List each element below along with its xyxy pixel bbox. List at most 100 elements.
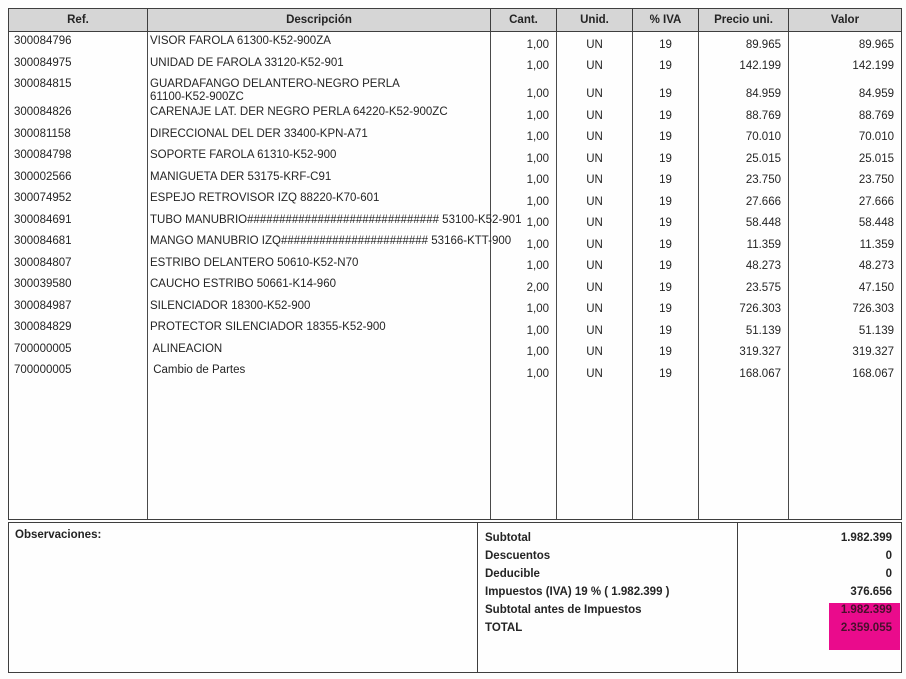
unit-cell: UN <box>557 275 633 297</box>
quantity-cell: 1,00 <box>491 189 557 211</box>
description-cell: ESTRIBO DELANTERO 50610-K52-N70 <box>148 253 491 275</box>
ref-cell: 700000005 <box>9 361 148 383</box>
description-cell: CAUCHO ESTRIBO 50661-K14-960 <box>148 275 491 297</box>
quantity-cell: 1,00 <box>491 318 557 340</box>
unit-price-cell: 168.067 <box>699 361 789 383</box>
ref-cell: 700000005 <box>9 339 148 361</box>
description-cell: DIRECCIONAL DEL DER 33400-KPN-A71 <box>148 124 491 146</box>
unit-price-cell: 25.015 <box>699 146 789 168</box>
description-cell: PROTECTOR SILENCIADOR 18355-K52-900 <box>148 318 491 340</box>
unit-cell: UN <box>557 53 633 75</box>
unit-cell: UN <box>557 232 633 254</box>
quantity-cell: 1,00 <box>491 103 557 125</box>
table-row: 300084807 ESTRIBO DELANTERO 50610-K52-N7… <box>9 253 901 275</box>
unit-cell: UN <box>557 189 633 211</box>
iva-cell: 19 <box>633 53 699 75</box>
table-row: 300084796 VISOR FAROLA 61300-K52-900ZA 1… <box>9 32 901 54</box>
table-row: 300039580 CAUCHO ESTRIBO 50661-K14-960 2… <box>9 275 901 297</box>
description-cell: MANIGUETA DER 53175-KRF-C91 <box>148 167 491 189</box>
summary-value: 2.359.055 <box>840 622 892 634</box>
quantity-cell: 1,00 <box>491 53 557 75</box>
empty-ref-column <box>9 382 148 519</box>
unit-price-cell: 58.448 <box>699 210 789 232</box>
value-cell: 27.666 <box>858 195 894 208</box>
unit-cell: UN <box>557 210 633 232</box>
empty-quantity-column <box>491 382 557 519</box>
summary-value: 0 <box>885 550 892 562</box>
table-header-cell: Unid. <box>557 9 633 31</box>
unit-price-cell: 27.666 <box>699 189 789 211</box>
table-row: 300084681 MANGO MANUBRIO IZQ############… <box>9 232 901 254</box>
quantity-cell: 1,00 <box>491 253 557 275</box>
quantity-cell: 2,00 <box>491 275 557 297</box>
unit-price-cell: 319.327 <box>699 339 789 361</box>
unit-price-cell: 142.199 <box>699 53 789 75</box>
description-cell: GUARDAFANGO DELANTERO-NEGRO PERLA 61100-… <box>148 75 491 103</box>
value-cell: 319.327 <box>852 346 894 358</box>
quantity-cell: 1,00 <box>491 339 557 361</box>
iva-cell: 19 <box>633 275 699 297</box>
quantity-cell: 1,00 <box>491 232 557 254</box>
iva-cell: 19 <box>633 167 699 189</box>
unit-cell: UN <box>557 146 633 168</box>
unit-price-cell: 726.303 <box>699 296 789 318</box>
table-header-cell: Cant. <box>491 9 557 31</box>
description-cell: UNIDAD DE FAROLA 33120-K52-901 <box>148 53 491 75</box>
iva-cell: 19 <box>633 253 699 275</box>
value-cell: 48.273 <box>858 260 894 272</box>
value-cell: 84.959 <box>858 88 894 100</box>
description-cell: TUBO MANUBRIO###########################… <box>148 210 521 232</box>
description-cell: SILENCIADOR 18300-K52-900 <box>148 296 491 318</box>
iva-cell: 19 <box>633 189 699 211</box>
value-cell: 142.199 <box>852 60 894 72</box>
summary-value: 0 <box>885 568 892 580</box>
table-header-row: Ref. Descripción Cant. Unid. % IVA Preci… <box>9 9 901 32</box>
ref-cell: 300002566 <box>9 167 148 189</box>
summary-values-list: 1.982.399 0 0 376.656 1.982.399 2.359.05… <box>738 529 901 637</box>
empty-description-column <box>148 382 491 519</box>
unit-price-cell: 88.769 <box>699 103 789 125</box>
table-header-cell: Ref. <box>9 9 148 31</box>
value-cell: 25.015 <box>858 152 894 165</box>
table-header-cell: Valor <box>830 14 860 26</box>
table-row: 300084975 UNIDAD DE FAROLA 33120-K52-901… <box>9 53 901 75</box>
value-cell: 726.303 <box>852 303 894 315</box>
table-row: 300084829 PROTECTOR SILENCIADOR 18355-K5… <box>9 318 901 340</box>
totals-summary-box: Observaciones: Subtotal Descuentos Deduc… <box>8 522 902 673</box>
table-row: 300002566 MANIGUETA DER 53175-KRF-C91 1,… <box>9 167 901 189</box>
iva-cell: 19 <box>633 210 699 232</box>
unit-price-cell: 51.139 <box>699 318 789 340</box>
ref-cell: 300084796 <box>9 32 148 54</box>
description-cell: CARENAJE LAT. DER NEGRO PERLA 64220-K52-… <box>148 103 491 125</box>
value-cell: 11.359 <box>859 238 894 251</box>
quantity-cell: 1,00 <box>491 296 557 318</box>
summary-label: Deducible <box>485 568 540 580</box>
iva-cell: 19 <box>633 339 699 361</box>
empty-iva-column <box>633 382 699 519</box>
summary-labels-column: Subtotal Descuentos Deducible Impuestos … <box>478 523 738 672</box>
quantity-cell: 1,00 <box>491 124 557 146</box>
unit-cell: UN <box>557 318 633 340</box>
table-header-cell: % IVA <box>633 9 699 31</box>
ref-cell: 300084829 <box>9 318 148 340</box>
quantity-cell: 1,00 <box>491 32 557 54</box>
unit-cell: UN <box>557 124 633 146</box>
quantity-cell: 1,00 <box>491 210 557 232</box>
unit-price-cell: 89.965 <box>699 32 789 54</box>
empty-value-column <box>789 383 901 520</box>
summary-label: Subtotal antes de Impuestos <box>485 604 642 616</box>
unit-price-cell: 11.359 <box>699 232 789 254</box>
value-cell: 70.010 <box>858 131 894 143</box>
ref-cell: 300084975 <box>9 53 148 75</box>
ref-cell: 300084807 <box>9 253 148 275</box>
unit-price-cell: 84.959 <box>699 75 789 103</box>
summary-label: Subtotal <box>485 532 531 544</box>
ref-cell: 300084681 <box>9 232 148 254</box>
ref-cell: 300081158 <box>9 124 148 146</box>
ref-cell: 300084798 <box>9 146 148 168</box>
iva-cell: 19 <box>633 146 699 168</box>
summary-label: Descuentos <box>485 550 551 562</box>
table-row: 300084815 GUARDAFANGO DELANTERO-NEGRO PE… <box>9 75 901 103</box>
empty-table-area <box>9 382 901 520</box>
value-cell: 51.139 <box>858 324 894 337</box>
